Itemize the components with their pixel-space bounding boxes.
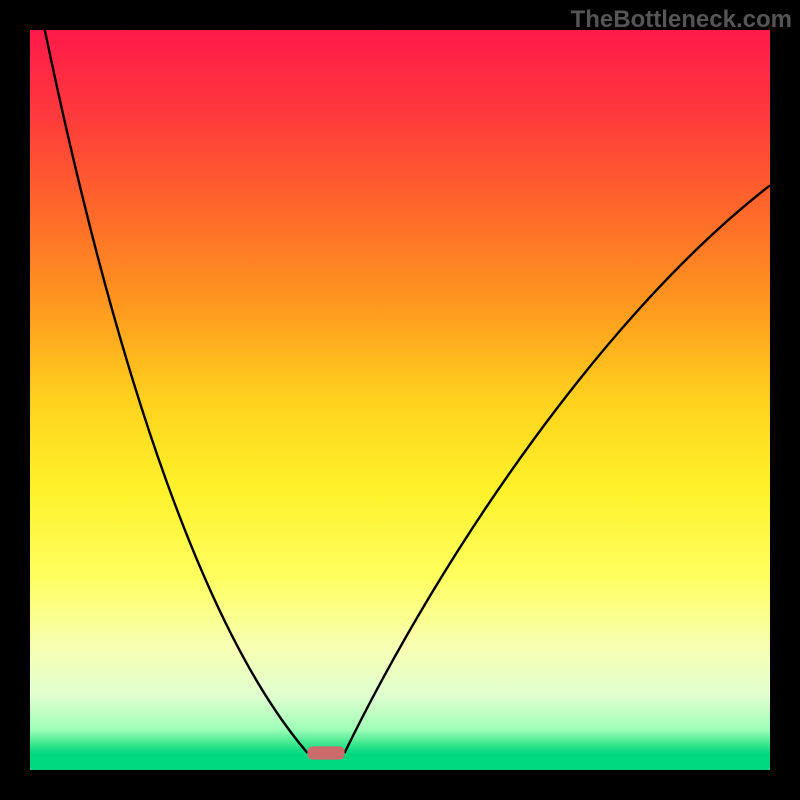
chart-container: TheBottleneck.com — [0, 0, 800, 800]
apex-marker — [308, 746, 345, 759]
chart-svg — [0, 0, 800, 800]
gradient-background — [30, 30, 770, 770]
watermark-text: TheBottleneck.com — [571, 6, 792, 34]
